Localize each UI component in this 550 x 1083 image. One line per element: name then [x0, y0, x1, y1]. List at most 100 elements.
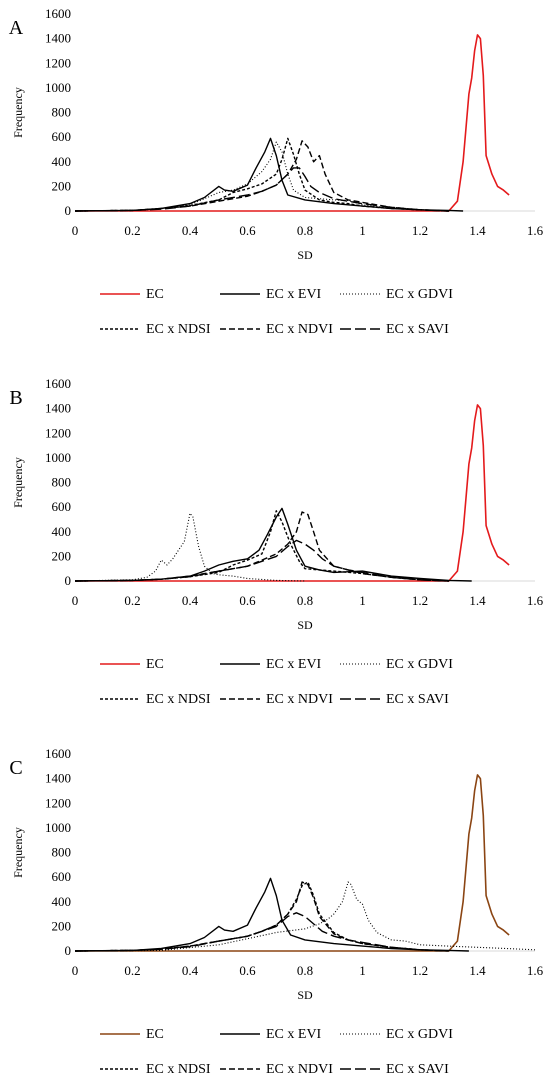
y-tick-label: 0 — [65, 573, 72, 588]
panel-letter: B — [9, 387, 22, 409]
y-tick-label: 1000 — [45, 80, 71, 95]
y-tick-label: 1600 — [45, 746, 71, 761]
series-line-ec-x-savi — [74, 539, 449, 582]
y-tick-label: 200 — [52, 918, 72, 933]
x-tick-label: 0 — [72, 223, 79, 238]
x-tick-label: 1.2 — [412, 223, 428, 238]
series-line-ec-x-ndvi — [74, 140, 449, 212]
panel-letter: C — [9, 757, 22, 779]
legend-label: EC x EVI — [266, 287, 322, 302]
series-line-ec — [75, 404, 510, 582]
legend-label: EC x EVI — [266, 1027, 322, 1042]
chart-panel-b: B 0 200 400 600 800 1000 1200 1400 1600 0 0.2 0.4 0.6… — [9, 376, 543, 707]
x-tick-label: 0.4 — [182, 223, 199, 238]
panel-letter: A — [9, 17, 24, 39]
legend-label: EC x SAVI — [386, 322, 449, 337]
y-tick-label: 0 — [65, 943, 72, 958]
x-axis-label: SD — [297, 618, 313, 632]
series-line-ec-x-gdvi — [74, 512, 306, 582]
series-line-ec — [75, 34, 510, 212]
legend-label: EC — [146, 287, 164, 302]
series-line-ec-x-ndvi — [74, 511, 449, 582]
legend-label: EC x NDVI — [266, 322, 333, 337]
x-tick-label: 0.8 — [297, 963, 313, 978]
legend-label: EC — [146, 657, 164, 672]
legend-label: EC x NDVI — [266, 692, 333, 707]
legend-label: EC x SAVI — [386, 1062, 449, 1077]
series-line-ec-x-evi — [74, 507, 472, 582]
x-tick-label: 1.6 — [527, 593, 544, 608]
legend-label: EC x EVI — [266, 657, 322, 672]
chart-panel-c: C 0 200 400 600 800 1000 1200 1400 1600 0 0.2 0.4 0.6… — [9, 746, 543, 1077]
x-tick-label: 0 — [72, 963, 79, 978]
x-tick-label: 0.2 — [124, 223, 140, 238]
x-tick-label: 0.4 — [182, 963, 199, 978]
chart-panel-a: A 0 200 400 600 800 1000 1200 1400 1600 0 0.2 0.4 0.6… — [9, 6, 544, 337]
y-axis-label: Frequency — [11, 457, 25, 508]
legend-label: EC x SAVI — [386, 692, 449, 707]
x-tick-label: 0.6 — [239, 223, 256, 238]
y-axis-label: Frequency — [11, 827, 25, 878]
series-line-ec-x-evi — [74, 877, 469, 952]
y-tick-label: 1000 — [45, 820, 71, 835]
series-line-ec-x-gdvi — [74, 881, 536, 952]
x-tick-label: 1.4 — [469, 223, 486, 238]
x-tick-label: 1.2 — [412, 963, 428, 978]
legend-label: EC — [146, 1027, 164, 1042]
legend-label: EC x GDVI — [386, 287, 453, 302]
series-line-ec-x-savi — [74, 167, 449, 212]
y-tick-label: 600 — [52, 499, 72, 514]
y-tick-label: 1000 — [45, 450, 71, 465]
x-tick-label: 0.2 — [124, 593, 140, 608]
series-line-ec-x-evi — [74, 137, 464, 212]
y-tick-label: 400 — [52, 154, 72, 169]
x-tick-label: 1.6 — [527, 963, 544, 978]
series-line-ec-x-ndsi — [74, 510, 449, 582]
y-tick-label: 600 — [52, 869, 72, 884]
x-axis-label: SD — [297, 988, 313, 1002]
legend-label: EC x NDSI — [146, 1062, 211, 1077]
x-tick-label: 0.2 — [124, 963, 140, 978]
series-line-ec-x-savi — [74, 912, 449, 952]
x-tick-label: 0.6 — [239, 593, 256, 608]
y-tick-label: 800 — [52, 475, 72, 490]
x-tick-label: 0.8 — [297, 223, 313, 238]
series-line-ec-x-ndsi — [74, 137, 449, 212]
series-line-ec-x-ndsi — [74, 881, 449, 952]
x-tick-label: 1.4 — [469, 963, 486, 978]
series-line-ec-x-gdvi — [74, 141, 449, 212]
series-line-ec-x-ndvi — [74, 881, 449, 952]
legend-label: EC x NDSI — [146, 692, 211, 707]
x-tick-label: 0.8 — [297, 593, 313, 608]
x-axis-label: SD — [297, 248, 313, 262]
x-tick-label: 1 — [359, 223, 366, 238]
series-line-ec — [75, 774, 510, 952]
y-tick-label: 1200 — [45, 795, 71, 810]
y-tick-label: 1600 — [45, 376, 71, 391]
x-tick-label: 1.4 — [469, 593, 486, 608]
y-tick-label: 800 — [52, 845, 72, 860]
y-tick-label: 800 — [52, 105, 72, 120]
x-tick-label: 1.2 — [412, 593, 428, 608]
x-tick-label: 1.6 — [527, 223, 544, 238]
y-tick-label: 1200 — [45, 55, 71, 70]
x-tick-label: 0 — [72, 593, 79, 608]
y-tick-label: 600 — [52, 129, 72, 144]
y-tick-label: 1400 — [45, 31, 71, 46]
y-tick-label: 1600 — [45, 6, 71, 21]
legend-label: EC x GDVI — [386, 1027, 453, 1042]
legend-label: EC x NDSI — [146, 322, 211, 337]
y-tick-label: 1400 — [45, 771, 71, 786]
y-tick-label: 0 — [65, 203, 72, 218]
y-axis-label: Frequency — [11, 87, 25, 138]
legend-label: EC x GDVI — [386, 657, 453, 672]
y-tick-label: 400 — [52, 894, 72, 909]
y-tick-label: 1200 — [45, 425, 71, 440]
y-tick-label: 1400 — [45, 401, 71, 416]
y-tick-label: 200 — [52, 178, 72, 193]
x-tick-label: 1 — [359, 593, 366, 608]
y-tick-label: 200 — [52, 548, 72, 563]
x-tick-label: 1 — [359, 963, 366, 978]
